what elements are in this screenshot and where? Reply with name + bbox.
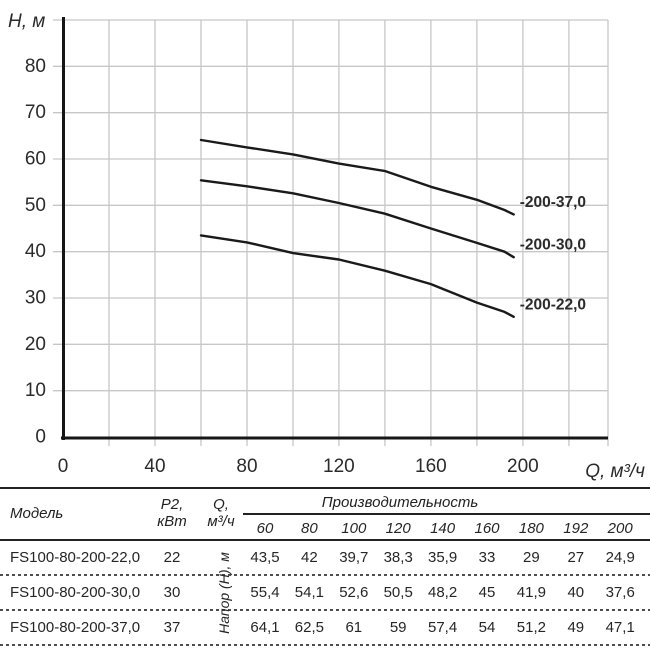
- p2-column-header-line1: P2,: [160, 496, 184, 513]
- head-value-cell: 51,2: [516, 619, 546, 636]
- model-cell: FS100-80-200-22,0: [10, 549, 141, 566]
- head-value-cell: 42: [301, 549, 318, 566]
- flow-subheader: 140: [430, 520, 456, 537]
- svg-text:120: 120: [323, 456, 355, 477]
- head-value-cell: 41,9: [516, 584, 546, 601]
- svg-text:-200-22,0: -200-22,0: [520, 296, 586, 313]
- head-value-cell: 47,1: [605, 619, 635, 636]
- capacity-group-underline: [243, 513, 650, 515]
- row-separator: [0, 609, 650, 611]
- pump-performance-chart: 0 10 20 30 40 50 60 70 80 0 40 80 120 160 200 H, м Q, м³…: [8, 11, 645, 482]
- head-value-cell: 64,1: [250, 619, 280, 636]
- svg-text:200: 200: [507, 456, 539, 477]
- svg-text:H, м: H, м: [8, 11, 45, 32]
- row-separator: [0, 574, 650, 576]
- svg-text:0: 0: [58, 456, 69, 477]
- svg-text:10: 10: [25, 380, 46, 401]
- svg-text:80: 80: [25, 56, 46, 77]
- head-value-cell: 55,4: [250, 584, 280, 601]
- svg-text:160: 160: [415, 456, 447, 477]
- flow-subheader: 60: [256, 520, 274, 537]
- svg-text:40: 40: [25, 241, 46, 262]
- capacity-group-header: Производительность: [321, 494, 479, 511]
- svg-text:20: 20: [25, 334, 46, 355]
- head-value-cell: 57,4: [427, 619, 458, 636]
- head-value-cell: 24,9: [605, 549, 635, 566]
- head-value-cell: 49: [567, 619, 585, 636]
- svg-text:30: 30: [25, 288, 46, 309]
- svg-text:50: 50: [25, 195, 46, 216]
- p2-cell: 37: [163, 619, 181, 636]
- flow-subheader: 192: [563, 520, 589, 537]
- row-separator: [0, 644, 650, 646]
- model-cell: FS100-80-200-37,0: [10, 619, 141, 636]
- head-value-cell: 62,5: [294, 619, 324, 636]
- p2-cell: 22: [163, 549, 181, 566]
- head-value-cell: 29: [523, 549, 540, 566]
- header-bottom-border: [0, 539, 650, 541]
- performance-table: Модель P2, кВт Q, м³/ч Производительност…: [0, 483, 650, 650]
- head-value-cell: 54: [478, 619, 496, 636]
- head-value-cell: 33: [478, 549, 496, 566]
- svg-text:80: 80: [236, 456, 257, 477]
- head-value-cell: 61: [345, 619, 363, 636]
- table-top-border: [0, 487, 650, 489]
- head-value-cell: 40: [567, 584, 585, 601]
- head-value-cell: 45: [478, 584, 496, 601]
- head-value-cell: 59: [389, 619, 407, 636]
- flow-subheader: 100: [341, 520, 367, 537]
- head-value-cell: 54,1: [294, 584, 324, 601]
- flow-subheader: 200: [607, 520, 633, 537]
- q-column-header-line2: м³/ч: [207, 513, 235, 530]
- head-rotated-label: Напор (Н), м: [216, 552, 232, 634]
- svg-text:70: 70: [25, 102, 46, 123]
- svg-text:-200-30,0: -200-30,0: [520, 237, 586, 254]
- model-column-header: Модель: [10, 505, 64, 522]
- svg-text:-200-37,0: -200-37,0: [520, 194, 586, 211]
- svg-text:40: 40: [144, 456, 165, 477]
- head-value-cell: 37,6: [605, 584, 635, 601]
- p2-cell: 30: [163, 584, 181, 601]
- head-value-cell: 38,3: [383, 549, 413, 566]
- head-value-cell: 43,5: [250, 549, 280, 566]
- svg-text:60: 60: [25, 149, 46, 170]
- svg-text:Q, м³/ч: Q, м³/ч: [585, 461, 645, 482]
- model-cell: FS100-80-200-30,0: [10, 584, 141, 601]
- flow-subheader: 120: [385, 520, 411, 537]
- q-column-header-line1: Q,: [213, 496, 229, 513]
- head-value-cell: 27: [567, 549, 585, 566]
- flow-subheader: 80: [301, 520, 318, 537]
- flow-subheader: 160: [474, 520, 500, 537]
- p2-column-header-line2: кВт: [157, 513, 187, 530]
- head-value-cell: 48,2: [427, 584, 458, 601]
- head-value-cell: 52,6: [339, 584, 369, 601]
- svg-text:0: 0: [35, 427, 46, 448]
- head-value-cell: 35,9: [427, 549, 458, 566]
- head-value-cell: 39,7: [339, 549, 369, 566]
- head-value-cell: 50,5: [383, 584, 413, 601]
- flow-subheader: 180: [518, 520, 544, 537]
